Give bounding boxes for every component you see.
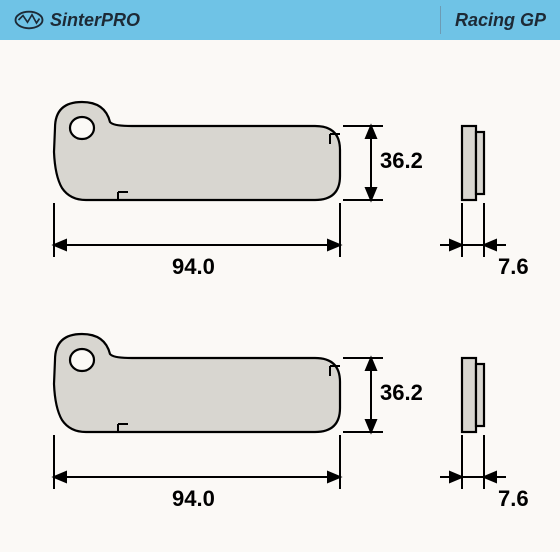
- pad-row-1: 36.2 94.0 7.6: [0, 70, 560, 295]
- dim-width-1: [54, 203, 340, 257]
- brand-name: SinterPRO: [50, 10, 140, 31]
- dim-width-2: [54, 435, 340, 489]
- diagram-area: 36.2 94.0 7.6: [0, 40, 560, 552]
- dim-height-1: [343, 126, 383, 200]
- dim-height-2: [343, 358, 383, 432]
- dim-thickness-1: [440, 203, 506, 257]
- dim-height-label-2: 36.2: [380, 380, 423, 406]
- pad-row-2: 36.2 94.0 7.6: [0, 302, 560, 527]
- dim-width-label-1: 94.0: [172, 254, 215, 280]
- dim-thickness-label-2: 7.6: [498, 486, 529, 512]
- brake-pad-front-icon: [54, 334, 340, 432]
- series-name: Racing GP: [455, 10, 546, 31]
- header-bar: SinterPRO Racing GP: [0, 0, 560, 40]
- dim-thickness-2: [440, 435, 506, 489]
- brand-logo-icon: [14, 10, 44, 30]
- dim-width-label-2: 94.0: [172, 486, 215, 512]
- header-divider: [440, 6, 441, 34]
- dim-thickness-label-1: 7.6: [498, 254, 529, 280]
- brake-pad-side-icon: [462, 126, 484, 200]
- dim-height-label-1: 36.2: [380, 148, 423, 174]
- brake-pad-side-icon: [462, 358, 484, 432]
- brake-pad-front-icon: [54, 102, 340, 200]
- brand-block: SinterPRO: [14, 10, 140, 31]
